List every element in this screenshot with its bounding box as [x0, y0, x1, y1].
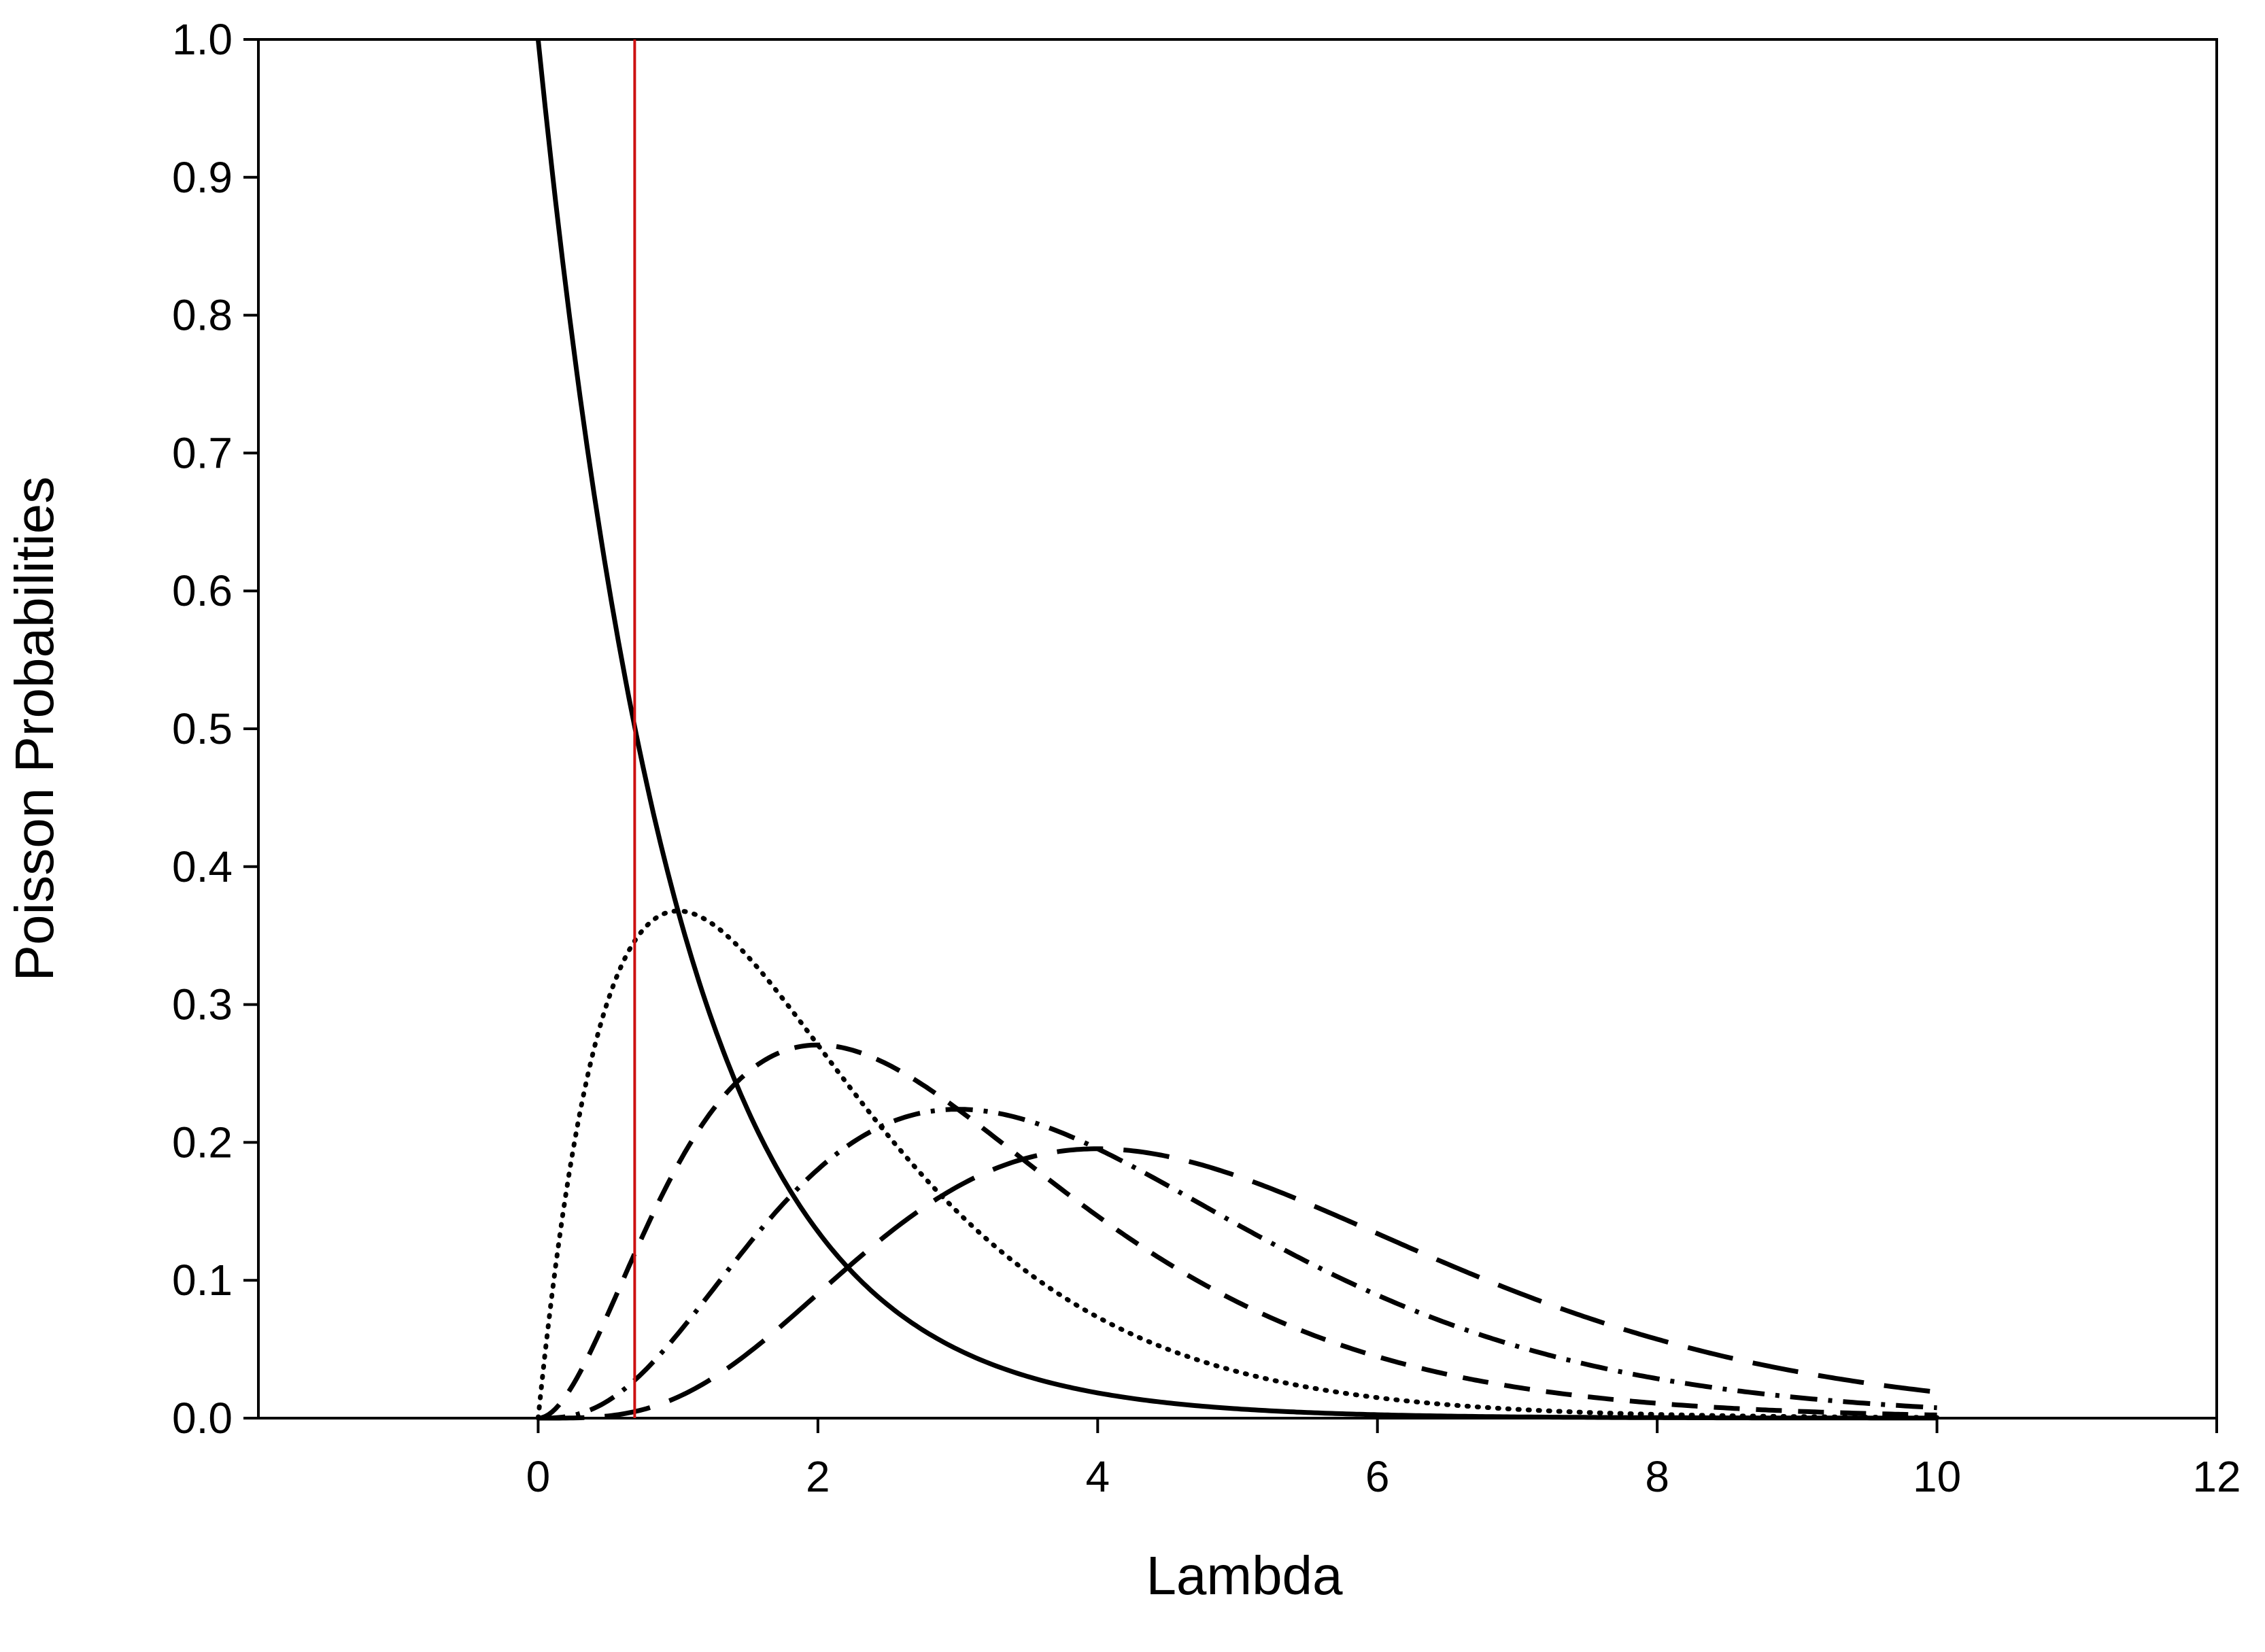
x-tick-label: 0	[526, 1452, 551, 1501]
y-tick-label: 0.3	[172, 980, 233, 1029]
y-tick-label: 0.5	[172, 704, 233, 753]
y-tick-label: 0.7	[172, 428, 233, 477]
x-tick-label: 2	[806, 1452, 830, 1501]
plot-frame	[257, 38, 2218, 1419]
y-tick-label: 0.6	[172, 566, 233, 615]
y-tick-label: 0.2	[172, 1118, 233, 1167]
y-axis-title: Poisson Probabilities	[4, 477, 65, 982]
series-line-k0	[535, 39, 1937, 1421]
x-tick-label: 12	[2192, 1452, 2241, 1501]
y-tick-label: 0.0	[172, 1394, 233, 1443]
y-tick-label: 0.8	[172, 291, 233, 340]
x-tick-label: 8	[1645, 1452, 1669, 1501]
series-group	[535, 39, 1940, 1421]
series-line-k1	[535, 908, 1940, 1421]
series-line-k4	[538, 1146, 1937, 1421]
series-line-k3	[538, 1107, 1937, 1421]
y-tick-label: 0.4	[172, 842, 233, 891]
x-tick-label: 4	[1085, 1452, 1110, 1501]
y-tick-label: 0.9	[172, 153, 233, 202]
x-axis-title: Lambda	[1146, 1545, 1343, 1606]
series-line-k2	[537, 1042, 1937, 1421]
y-axis-ticks: 0.0 0.1 0.2 0.3 0.4 0.5 0.6 0.7 0.8 0.9 1.0	[172, 15, 258, 1443]
x-tick-label: 6	[1365, 1452, 1390, 1501]
y-tick-label: 0.1	[172, 1256, 233, 1305]
x-tick-label: 10	[1913, 1452, 1961, 1501]
x-axis-ticks: 0 2 4 6 8 10 12	[526, 1418, 2241, 1501]
y-tick-label: 1.0	[172, 15, 233, 64]
